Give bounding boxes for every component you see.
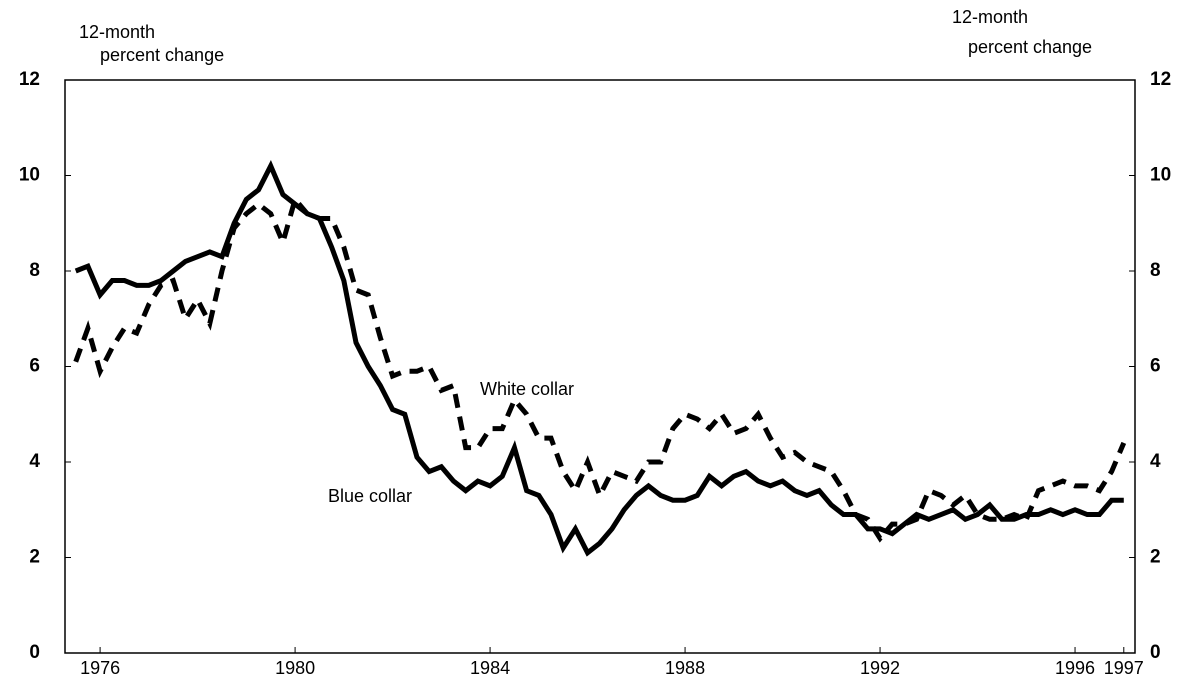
x-tick-label: 1988	[665, 658, 705, 678]
plot-frame	[64, 79, 1136, 654]
x-tick-label: 1996	[1055, 658, 1095, 678]
x-tick-label: 1997	[1104, 658, 1144, 678]
y2-tick-label: 8	[1150, 260, 1161, 281]
y-tick-label: 0	[29, 642, 40, 663]
series-label: White collar	[480, 379, 574, 399]
y-tick-label: 12	[19, 69, 40, 90]
y2-axis-label: percent change	[968, 37, 1092, 57]
y-tick-label: 6	[29, 356, 40, 377]
x-tick-label: 1980	[275, 658, 315, 678]
y2-tick-label: 2	[1150, 547, 1161, 568]
x-tick-label: 1992	[860, 658, 900, 678]
y2-axis-label: 12-month	[952, 7, 1028, 27]
y2-tick-label: 6	[1150, 356, 1161, 377]
y2-tick-label: 4	[1150, 451, 1161, 472]
series-line	[74, 160, 1124, 557]
y-tick-label: 10	[19, 165, 40, 186]
y-axis-label: 12-month	[79, 22, 155, 42]
y-tick-label: 2	[29, 547, 40, 568]
y2-tick-label: 12	[1150, 69, 1171, 90]
y2-tick-label: 0	[1150, 642, 1161, 663]
x-tick-label: 1984	[470, 658, 510, 678]
y-tick-label: 8	[29, 260, 40, 281]
x-tick-label: 1976	[80, 658, 120, 678]
y-tick-label: 4	[29, 451, 40, 472]
y-axis-label: percent change	[100, 45, 224, 65]
y2-tick-label: 10	[1150, 165, 1171, 186]
series-line	[73, 194, 1127, 543]
series-label: Blue collar	[328, 486, 412, 506]
